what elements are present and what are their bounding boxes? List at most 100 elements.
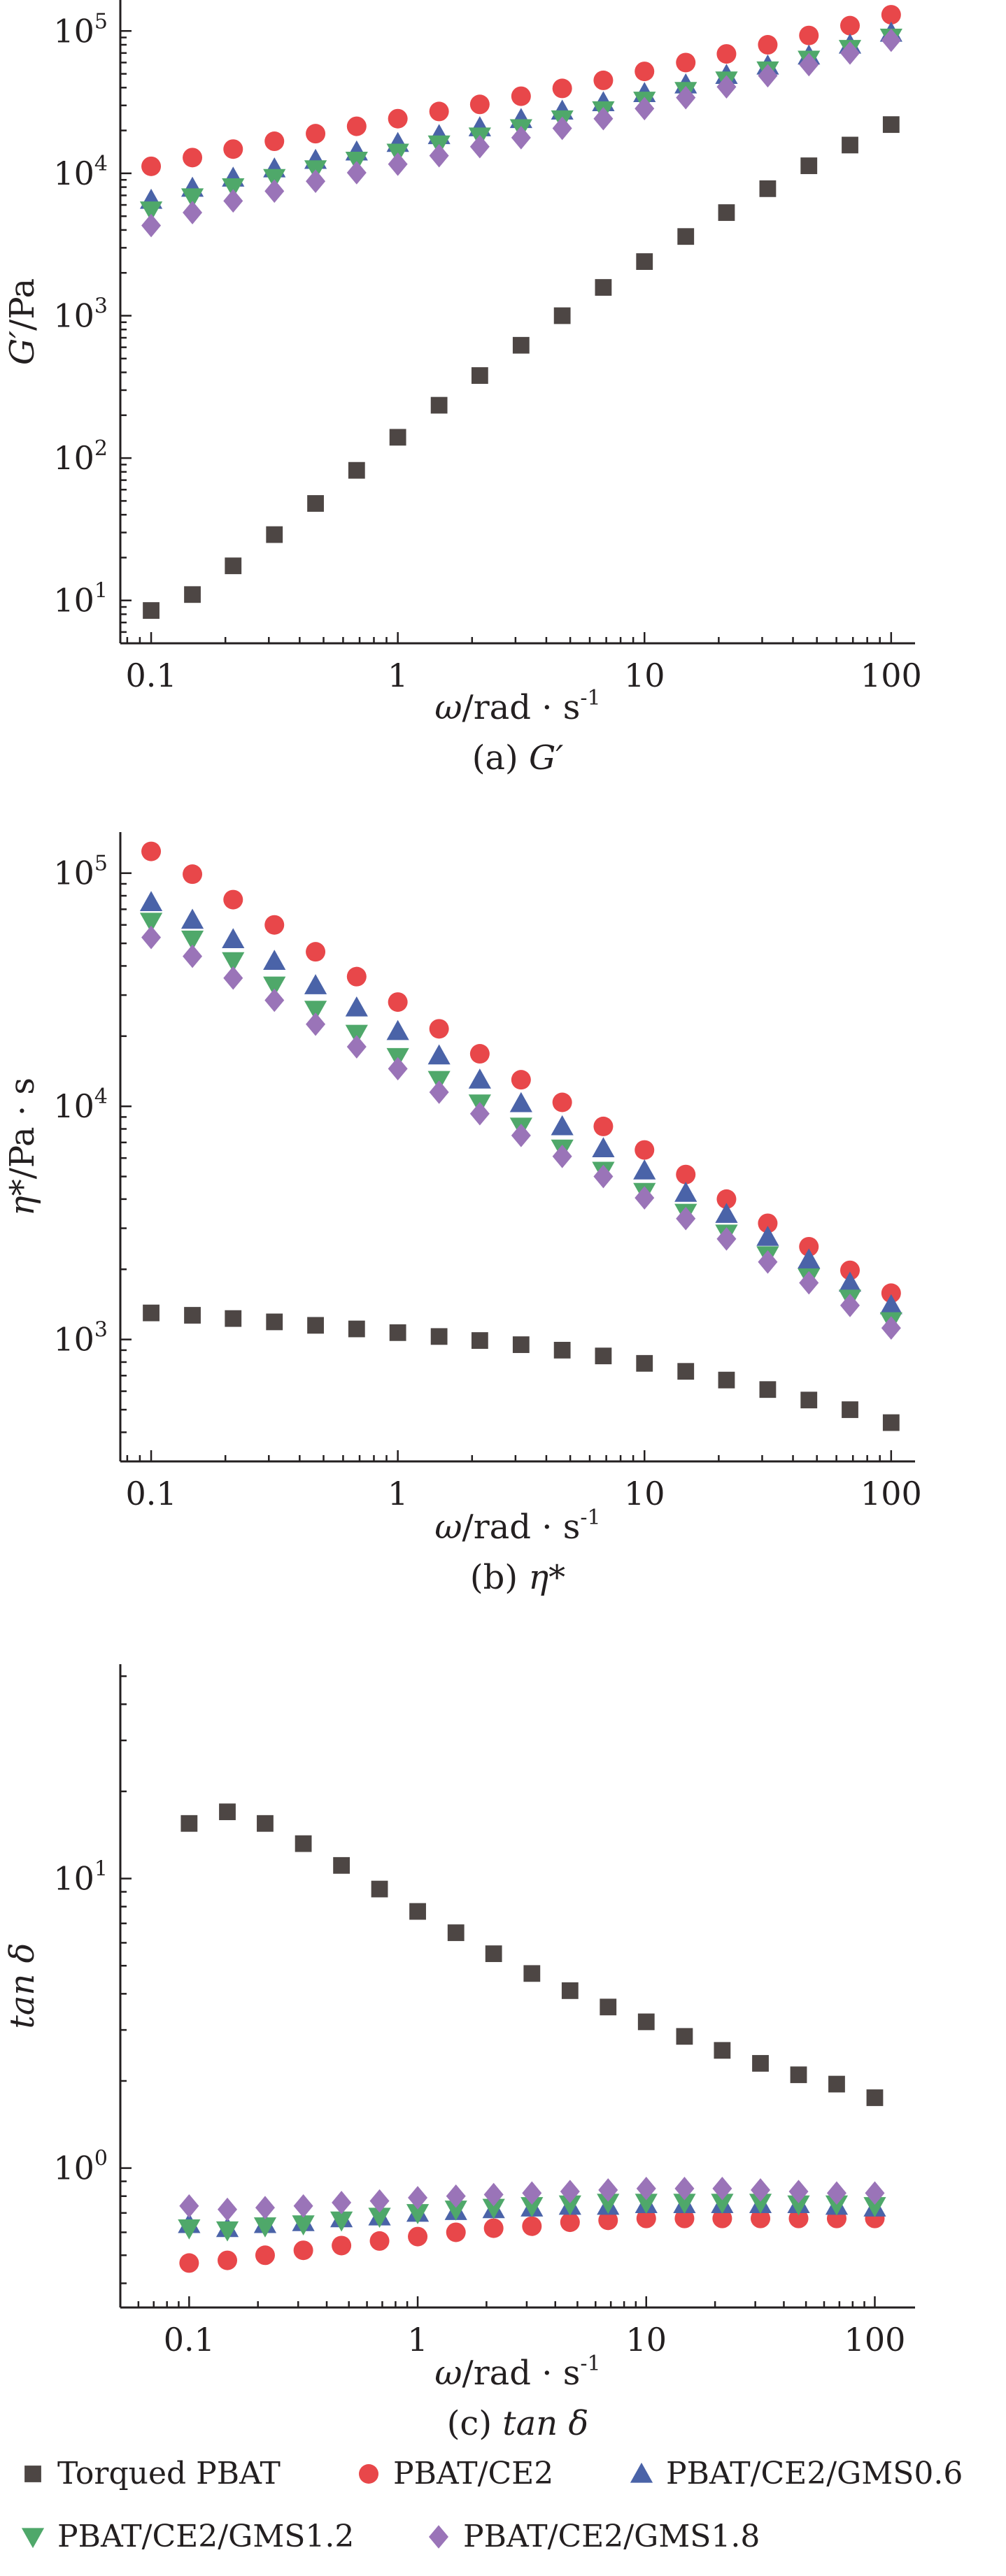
data-point: [828, 2075, 845, 2093]
data-point: [306, 169, 326, 193]
legend-item-pbat-ce2-gms18: PBAT/CE2/GMS1.8: [427, 2519, 760, 2554]
data-point: [180, 1815, 198, 1832]
data-point: [388, 1057, 408, 1081]
data-point: [552, 78, 572, 99]
data-point: [593, 1116, 614, 1136]
data-point: [222, 952, 245, 973]
data-point: [552, 1092, 572, 1112]
data-point: [333, 1856, 350, 1874]
data-point: [447, 1924, 465, 1941]
data-point: [471, 1332, 488, 1349]
data-point: [218, 2197, 238, 2221]
series-pbat-ce2: [141, 841, 901, 1303]
data-point: [483, 2182, 504, 2207]
data-point: [345, 996, 368, 1017]
data-point: [388, 992, 408, 1012]
data-point: [330, 2211, 353, 2232]
data-point: [636, 2208, 656, 2228]
panel-caption: (c) tan δ: [447, 2404, 589, 2443]
data-point: [839, 15, 860, 36]
data-point: [332, 2191, 352, 2214]
panel-caption: (a) G′: [472, 738, 564, 778]
data-point: [223, 189, 243, 213]
data-point: [676, 2028, 693, 2045]
legend-marker-circle: [359, 2463, 378, 2484]
series-torqued-pbat: [180, 1803, 884, 2106]
data-point: [598, 2210, 618, 2231]
data-point: [180, 908, 204, 929]
data-point: [255, 2196, 275, 2220]
data-point: [225, 1310, 242, 1327]
x-tick-label: 10: [624, 657, 665, 694]
data-point: [180, 930, 204, 951]
data-point: [552, 116, 572, 141]
data-point: [348, 1320, 365, 1338]
data-point: [595, 279, 612, 296]
legend-marker-triangle-down: [21, 2527, 45, 2548]
data-point: [522, 2216, 542, 2236]
legend-label: PBAT/CE2: [393, 2456, 554, 2491]
legend-item-torqued-pbat: Torqued PBAT: [21, 2456, 281, 2491]
data-point: [718, 1371, 735, 1389]
data-point: [882, 116, 900, 134]
data-point: [408, 2226, 428, 2247]
legend-marker-shape: [429, 2524, 448, 2549]
data-point: [635, 62, 655, 82]
data-point: [368, 2208, 391, 2228]
series-torqued-pbat: [143, 1304, 900, 1431]
data-point: [264, 179, 285, 203]
data-point: [511, 1070, 531, 1090]
data-point: [222, 928, 245, 949]
data-point: [716, 1189, 737, 1209]
data-point: [471, 367, 488, 384]
x-tick-label: 1: [407, 2321, 427, 2359]
data-point: [469, 1044, 490, 1064]
data-point: [139, 913, 163, 933]
y-tick-label: 104: [53, 1085, 108, 1125]
data-point: [881, 1316, 901, 1340]
data-point: [593, 106, 614, 131]
x-tick-label: 100: [860, 1475, 922, 1512]
data-point: [751, 2208, 771, 2228]
data-point: [882, 1414, 900, 1431]
data-point: [759, 1381, 777, 1398]
data-point: [266, 526, 283, 543]
data-point: [263, 976, 286, 997]
data-point: [446, 2222, 466, 2242]
data-point: [799, 25, 819, 45]
data-point: [183, 864, 203, 885]
panel-b-complex-viscosity: 0.1 1 10 100 103 104 105 η*/Pa · s ω/rad · s-1 (b…: [3, 832, 922, 1597]
data-point: [141, 841, 162, 861]
data-point: [561, 1982, 579, 1999]
data-point: [293, 2194, 313, 2218]
data-point: [371, 1880, 388, 1898]
data-point: [469, 1101, 490, 1126]
series-pbat-ce2-gms1-8: [141, 28, 901, 238]
data-point: [511, 1124, 531, 1147]
data-point: [600, 1998, 617, 2016]
legend-label: PBAT/CE2/GMS1.2: [57, 2519, 355, 2554]
data-point: [511, 126, 531, 150]
data-point: [842, 136, 858, 154]
data-point: [635, 2194, 658, 2214]
series-pbat-ce2-gms1-2: [139, 913, 902, 1333]
data-point: [143, 602, 160, 619]
x-tick-label: 100: [844, 2321, 906, 2359]
data-point: [511, 86, 531, 106]
data-point: [636, 2177, 656, 2201]
data-point: [716, 1226, 737, 1251]
data-point: [348, 461, 365, 479]
data-point: [839, 1260, 860, 1280]
data-point: [408, 2186, 428, 2210]
legend-label: Torqued PBAT: [57, 2456, 281, 2491]
data-point: [469, 134, 490, 159]
data-point: [635, 1186, 655, 1210]
data-point: [266, 1313, 283, 1331]
data-point: [676, 1206, 696, 1231]
data-point: [430, 396, 448, 414]
data-point: [758, 35, 778, 55]
data-point: [346, 161, 367, 185]
data-point: [800, 1391, 818, 1409]
data-point: [881, 1283, 901, 1303]
